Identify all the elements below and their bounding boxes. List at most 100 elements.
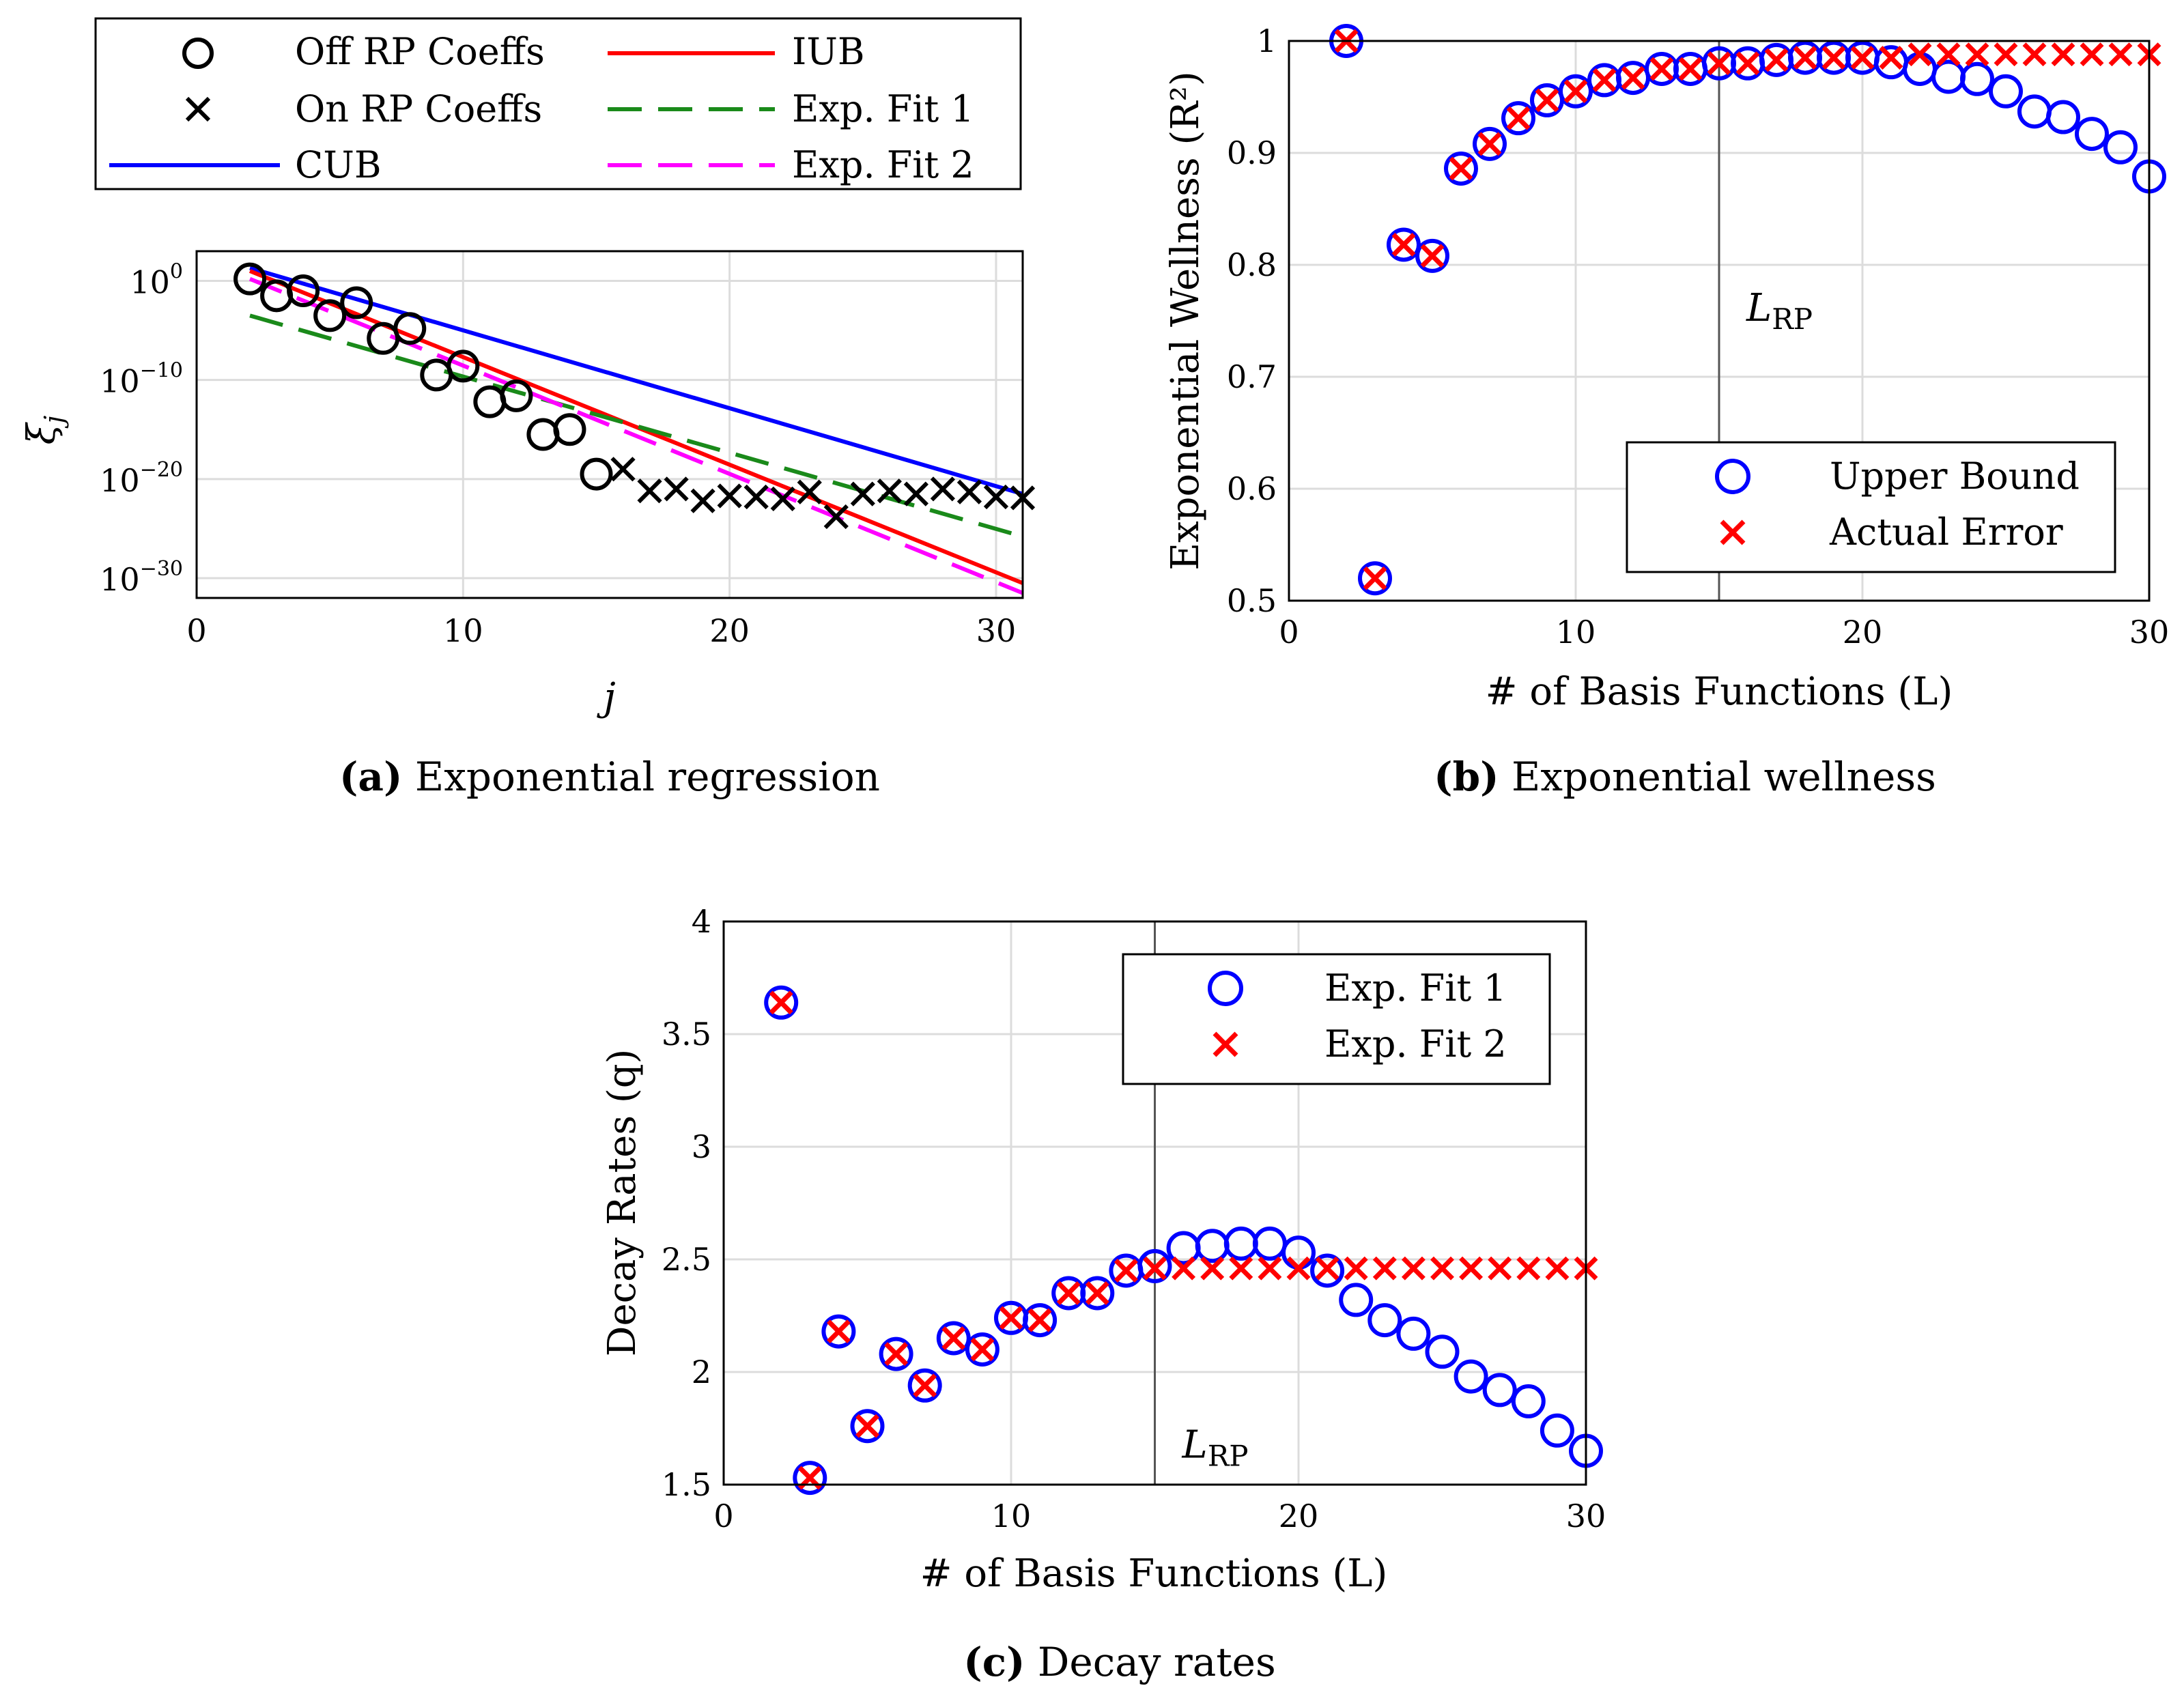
a-xtick-3: 30 [976, 612, 1017, 649]
axes-a-yticks: 100 10−10 10−20 10−30 [100, 260, 183, 598]
a-ytick-0: 100 [130, 260, 183, 301]
b-cross-point [1908, 42, 1932, 67]
b-circle-point [1387, 227, 1421, 262]
panel-a-exponential-regression: Off RP Coeffs On RP Coeffs CUB IUB Exp. … [20, 17, 1036, 800]
a-ytick-1: 10−10 [100, 359, 183, 400]
b-ytick-0: 0.5 [1227, 582, 1277, 619]
c-circle-point [1080, 1276, 1115, 1311]
a-on-rp-point [664, 476, 689, 502]
a-on-rp-point [690, 488, 715, 513]
a-off-rp-point [553, 413, 586, 446]
b-ytick-5: 1 [1257, 23, 1277, 59]
legend-a [94, 17, 1022, 190]
a-xtick-2: 20 [709, 612, 750, 649]
a-line-cub [249, 266, 1023, 496]
c-circle-point [1310, 1253, 1345, 1288]
c-xtick-1: 10 [991, 1498, 1032, 1534]
c-ytick-1: 2 [692, 1354, 711, 1390]
c-circle-point [1482, 1373, 1517, 1407]
axes-b-xticks: 0 10 20 30 [1279, 614, 2169, 651]
c-cross-point [1401, 1256, 1426, 1281]
b-cross-point [2108, 42, 2133, 67]
b-lrp-label: LRP [1746, 286, 1813, 336]
legend-a-cub-label: CUB [295, 143, 382, 186]
c-lrp-label: LRP [1182, 1423, 1249, 1472]
c-circle-point [764, 985, 799, 1020]
c-circle-point [1540, 1413, 1574, 1448]
legend-c [1122, 953, 1551, 1085]
c-cross-point [855, 1414, 879, 1438]
a-on-rp-point [930, 476, 956, 502]
b-ytick-1: 0.6 [1227, 470, 1277, 507]
a-on-rp-point [610, 457, 636, 482]
axes-b-marks [1329, 24, 2166, 596]
c-ytick-3: 3 [692, 1128, 711, 1165]
a-on-rp-point [823, 504, 849, 530]
c-cross-point [1085, 1281, 1109, 1305]
c-cross-point [970, 1337, 995, 1362]
legend-a-iub-label: IUB [792, 30, 865, 73]
legend-a-off-rp-label: Off RP Coeffs [295, 30, 545, 73]
c-circle-point [1367, 1303, 1402, 1338]
a-off-rp-point [313, 299, 347, 332]
c-circle-point [1511, 1384, 1546, 1418]
a-on-rp-point [717, 483, 742, 509]
a-on-rp-point [983, 484, 1009, 510]
b-circle-point [1444, 151, 1478, 186]
c-cross-point [884, 1342, 909, 1367]
c-cross-point [1286, 1256, 1311, 1281]
c-circle-point [821, 1314, 856, 1349]
b-cross-point [1678, 57, 1703, 81]
b-xlabel: # of Basis Functions (L) [1486, 670, 1953, 714]
c-cross-point [1372, 1256, 1397, 1281]
b-cross-point [1793, 46, 1817, 70]
legend-a-off-rp-marker [182, 38, 214, 69]
axes-a-marks [233, 262, 1036, 530]
b-ylabel: Exponential Wellness (R²) [1163, 71, 1208, 571]
b-cross-point [1563, 79, 1588, 104]
b-cross-point [1994, 42, 2018, 67]
a-off-rp-point [233, 262, 267, 296]
a-xlabel: j [596, 675, 615, 719]
legend-a-on-rp-label: On RP Coeffs [295, 87, 542, 130]
b-cross-point [2022, 42, 2047, 67]
b-circle-point [1415, 238, 1449, 273]
b-circle-point [1501, 101, 1535, 136]
axes-c-yticks: 1.5 2 2.5 3 3.5 4 [662, 903, 711, 1503]
c-ytick-0: 1.5 [662, 1466, 711, 1503]
b-cross-point [1391, 233, 1416, 257]
axes-a-background [197, 251, 1023, 598]
legend-c-fit2-label: Exp. Fit 2 [1324, 1023, 1507, 1066]
b-xtick-2: 20 [1843, 614, 1883, 651]
b-cross-point [1764, 48, 1789, 72]
c-xtick-2: 20 [1279, 1498, 1319, 1534]
c-circle-point [1396, 1316, 1431, 1351]
a-ytick-2: 10−20 [100, 458, 183, 499]
c-cross-point [913, 1373, 937, 1398]
a-on-rp-point [956, 479, 982, 504]
a-on-rp-point [850, 481, 875, 506]
c-cross-point [1229, 1256, 1253, 1281]
a-on-rp-point [903, 481, 928, 506]
legend-c-fit1-marker [1208, 971, 1243, 1006]
panel-c-decay-rates: LRP Exp. Fit 1 Exp. Fit 2 0 10 20 30 1.5… [600, 903, 1606, 1685]
b-cross-point [1363, 566, 1387, 590]
c-circle-point [793, 1461, 827, 1496]
caption-b: (b) Exponential wellness [1434, 754, 1936, 800]
legend-a-fit1-label: Exp. Fit 1 [792, 87, 974, 130]
c-cross-point [1430, 1256, 1454, 1281]
b-cross-point [1850, 46, 1875, 70]
c-cross-point [1056, 1281, 1081, 1305]
b-ytick-3: 0.8 [1227, 246, 1277, 283]
c-cross-point [769, 990, 793, 1015]
c-cross-point [1516, 1256, 1541, 1281]
a-off-rp-point [446, 349, 480, 383]
c-circle-point [879, 1336, 913, 1371]
b-cross-point [1449, 156, 1473, 181]
c-circle-point [850, 1409, 885, 1444]
b-xtick-0: 0 [1279, 614, 1299, 651]
axes-b-yticks: 0.5 0.6 0.7 0.8 0.9 1 [1227, 23, 1277, 619]
c-cross-point [1172, 1256, 1196, 1281]
c-circle-point [1425, 1334, 1460, 1369]
b-circle-point [1473, 126, 1507, 161]
